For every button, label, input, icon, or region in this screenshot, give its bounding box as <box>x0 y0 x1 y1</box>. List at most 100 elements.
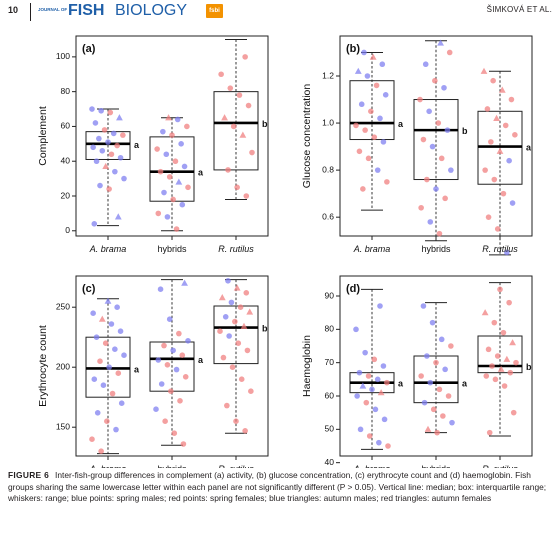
data-point-triangle <box>181 279 188 286</box>
panel-a: (a) 0 20 40 60 80 100 Complement a A. brama a hybri… <box>37 35 269 254</box>
journal-name-biology: BIOLOGY <box>115 2 188 19</box>
data-point <box>374 167 381 173</box>
data-point-triangle <box>240 322 248 329</box>
header-divider <box>30 3 31 21</box>
significance-letter: a <box>198 168 204 178</box>
data-point <box>228 299 235 306</box>
data-point <box>489 363 495 369</box>
y-tick-label: 50 <box>325 424 335 434</box>
significance-letter: b <box>462 126 468 136</box>
data-point-triangle <box>497 365 505 372</box>
panel-d: (d) 40 50 60 70 80 90 Haemoglobin a A. brama a hybr… <box>301 275 533 468</box>
data-point <box>429 319 436 326</box>
x-tick-label: hybrids <box>157 464 187 468</box>
data-point <box>233 418 239 425</box>
data-point <box>218 71 224 78</box>
data-point <box>365 155 372 162</box>
data-point <box>361 49 367 56</box>
data-point <box>168 388 174 395</box>
y-tick-label: 0.6 <box>322 211 334 221</box>
data-point <box>358 101 365 108</box>
data-point-triangle <box>481 309 489 316</box>
data-point <box>376 439 382 446</box>
data-point <box>118 400 125 407</box>
x-tick-label: A. brama <box>353 464 391 468</box>
significance-letter: a <box>198 355 204 365</box>
group-1: b hybrids <box>413 39 468 254</box>
data-point <box>92 120 99 126</box>
data-point <box>115 370 122 377</box>
panel-b: (b) 0.6 0.8 1.0 1.2 Glucose concentration a A. … <box>301 35 533 256</box>
data-point <box>510 409 517 416</box>
data-point <box>106 364 112 371</box>
data-point-triangle <box>233 284 241 291</box>
data-point <box>436 386 443 393</box>
data-point <box>482 167 488 173</box>
data-point-triangle <box>509 339 516 346</box>
data-point <box>178 141 184 147</box>
y-tick-label: 40 <box>325 457 335 467</box>
data-point-triangle <box>493 114 500 121</box>
group-0: a A. brama <box>85 297 140 468</box>
group-2: b R. rutilus <box>213 38 268 254</box>
y-tick-label: 1.0 <box>322 117 334 127</box>
data-point <box>445 393 452 399</box>
data-point <box>490 77 496 84</box>
data-point <box>485 346 492 353</box>
data-point <box>94 410 101 416</box>
data-point <box>101 127 108 133</box>
data-point <box>222 314 229 320</box>
data-point <box>107 109 114 116</box>
data-point <box>172 158 179 165</box>
data-point-triangle <box>102 162 110 170</box>
data-point <box>427 379 434 386</box>
data-point <box>236 92 243 98</box>
data-point <box>357 426 364 433</box>
y-tick-label: 0 <box>65 225 70 235</box>
data-point <box>89 106 95 112</box>
data-point <box>164 214 171 220</box>
data-point <box>121 175 127 182</box>
data-point-triangle <box>369 53 377 60</box>
panel-label: (b) <box>346 43 360 55</box>
data-point <box>162 418 168 425</box>
significance-letter: b <box>262 324 268 334</box>
iqr-box <box>477 335 523 374</box>
iqr-box <box>213 305 259 365</box>
group-1: a hybrids <box>149 279 204 468</box>
data-point <box>154 146 160 152</box>
data-point <box>420 136 427 143</box>
data-point-triangle <box>503 355 511 362</box>
data-point <box>217 328 223 335</box>
data-point <box>220 354 227 361</box>
y-tick-label: 60 <box>325 390 335 400</box>
panel-label: (d) <box>346 283 360 295</box>
iqr-box <box>349 80 395 141</box>
data-point <box>174 116 181 123</box>
data-point <box>382 92 389 98</box>
data-point <box>173 226 180 232</box>
data-point <box>434 429 440 436</box>
significance-letter: a <box>398 379 404 389</box>
data-point <box>157 286 164 293</box>
data-point <box>249 149 255 156</box>
data-point <box>93 334 100 341</box>
data-point <box>114 304 120 311</box>
y-tick-label: 80 <box>325 324 335 334</box>
y-tick-label: 100 <box>56 51 70 61</box>
data-point <box>93 158 100 165</box>
data-point <box>421 399 428 406</box>
data-point <box>385 443 391 449</box>
data-point <box>166 174 173 180</box>
data-point <box>98 448 104 455</box>
data-point <box>488 139 494 145</box>
data-point <box>426 108 432 115</box>
x-tick-label: A. brama <box>353 244 391 254</box>
data-point-triangle <box>116 114 123 121</box>
data-point <box>491 176 498 183</box>
data-point <box>433 186 439 192</box>
data-point <box>109 390 116 397</box>
significance-letter: a <box>398 119 404 129</box>
data-point <box>379 61 386 68</box>
data-point <box>429 143 436 150</box>
